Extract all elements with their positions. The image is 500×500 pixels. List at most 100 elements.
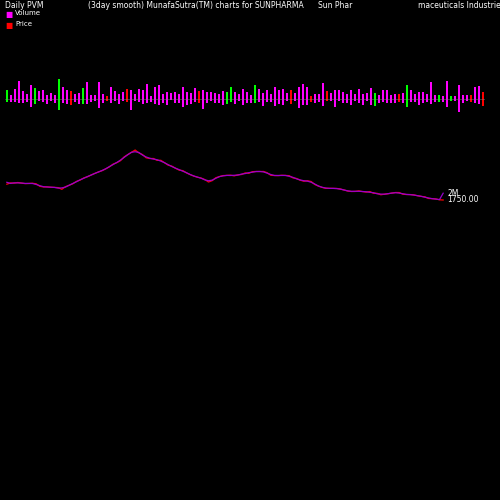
- Bar: [234, 92, 236, 99]
- Bar: [78, 94, 80, 99]
- Bar: [110, 87, 112, 99]
- Bar: [6, 99, 8, 102]
- Bar: [398, 94, 400, 99]
- Bar: [58, 80, 59, 99]
- Bar: [446, 99, 448, 107]
- Bar: [202, 99, 203, 110]
- Bar: [442, 99, 444, 102]
- Bar: [354, 99, 356, 101]
- Bar: [366, 92, 368, 99]
- Bar: [230, 99, 232, 102]
- Bar: [370, 99, 372, 104]
- Bar: [254, 99, 256, 103]
- Bar: [22, 99, 24, 103]
- Bar: [34, 99, 35, 104]
- Bar: [258, 99, 260, 102]
- Bar: [210, 99, 212, 100]
- Bar: [310, 96, 312, 99]
- Bar: [14, 99, 16, 102]
- Bar: [474, 86, 476, 99]
- Bar: [174, 92, 176, 99]
- Bar: [234, 99, 236, 103]
- Bar: [202, 90, 203, 99]
- Bar: [406, 99, 408, 108]
- Bar: [178, 94, 180, 99]
- Bar: [382, 90, 384, 99]
- Bar: [478, 99, 480, 103]
- Bar: [322, 99, 324, 106]
- Bar: [18, 99, 20, 103]
- Bar: [226, 99, 228, 104]
- Bar: [90, 94, 92, 99]
- Bar: [74, 94, 76, 99]
- Bar: [414, 94, 416, 99]
- Bar: [318, 99, 320, 102]
- Bar: [62, 99, 64, 103]
- Bar: [294, 93, 296, 99]
- Bar: [330, 99, 332, 102]
- Bar: [434, 99, 436, 102]
- Bar: [198, 92, 200, 99]
- Bar: [182, 87, 184, 99]
- Bar: [290, 90, 292, 99]
- Bar: [430, 99, 432, 104]
- Bar: [382, 99, 384, 102]
- Bar: [270, 94, 272, 99]
- Bar: [206, 99, 208, 103]
- Bar: [222, 91, 224, 99]
- Bar: [386, 99, 388, 103]
- Bar: [10, 99, 12, 102]
- Bar: [302, 99, 304, 105]
- Bar: [242, 88, 244, 99]
- Bar: [458, 85, 460, 99]
- Bar: [306, 99, 308, 104]
- Bar: [246, 99, 248, 103]
- Bar: [126, 99, 128, 102]
- Bar: [378, 95, 380, 99]
- Bar: [290, 99, 292, 104]
- Bar: [426, 99, 428, 102]
- Bar: [298, 99, 300, 108]
- Bar: [434, 95, 436, 99]
- Bar: [462, 94, 464, 99]
- Bar: [186, 92, 188, 99]
- Text: Price: Price: [15, 21, 32, 27]
- Bar: [478, 86, 480, 99]
- Bar: [394, 94, 396, 99]
- Bar: [298, 88, 300, 99]
- Bar: [334, 90, 336, 99]
- Bar: [154, 87, 156, 99]
- Bar: [146, 99, 148, 103]
- Bar: [94, 99, 96, 101]
- Bar: [18, 81, 20, 99]
- Bar: [174, 99, 176, 103]
- Bar: [122, 92, 124, 99]
- Bar: [346, 99, 348, 102]
- Bar: [410, 99, 412, 102]
- Bar: [310, 99, 312, 102]
- Bar: [262, 92, 264, 99]
- Bar: [134, 99, 136, 102]
- Bar: [170, 99, 172, 100]
- Bar: [130, 90, 132, 99]
- Bar: [270, 99, 272, 102]
- Bar: [354, 94, 356, 99]
- Bar: [326, 99, 328, 101]
- Bar: [138, 88, 140, 99]
- Bar: [110, 99, 112, 102]
- Bar: [274, 99, 276, 106]
- Bar: [278, 99, 280, 103]
- Bar: [482, 99, 484, 105]
- Bar: [158, 99, 160, 105]
- Bar: [122, 99, 124, 102]
- Bar: [66, 99, 68, 103]
- Bar: [182, 99, 184, 108]
- Bar: [50, 93, 51, 99]
- Bar: [166, 92, 168, 99]
- Bar: [54, 96, 56, 99]
- Bar: [350, 90, 352, 99]
- Bar: [86, 99, 88, 104]
- Bar: [374, 94, 376, 99]
- Bar: [450, 99, 452, 101]
- Bar: [458, 99, 460, 112]
